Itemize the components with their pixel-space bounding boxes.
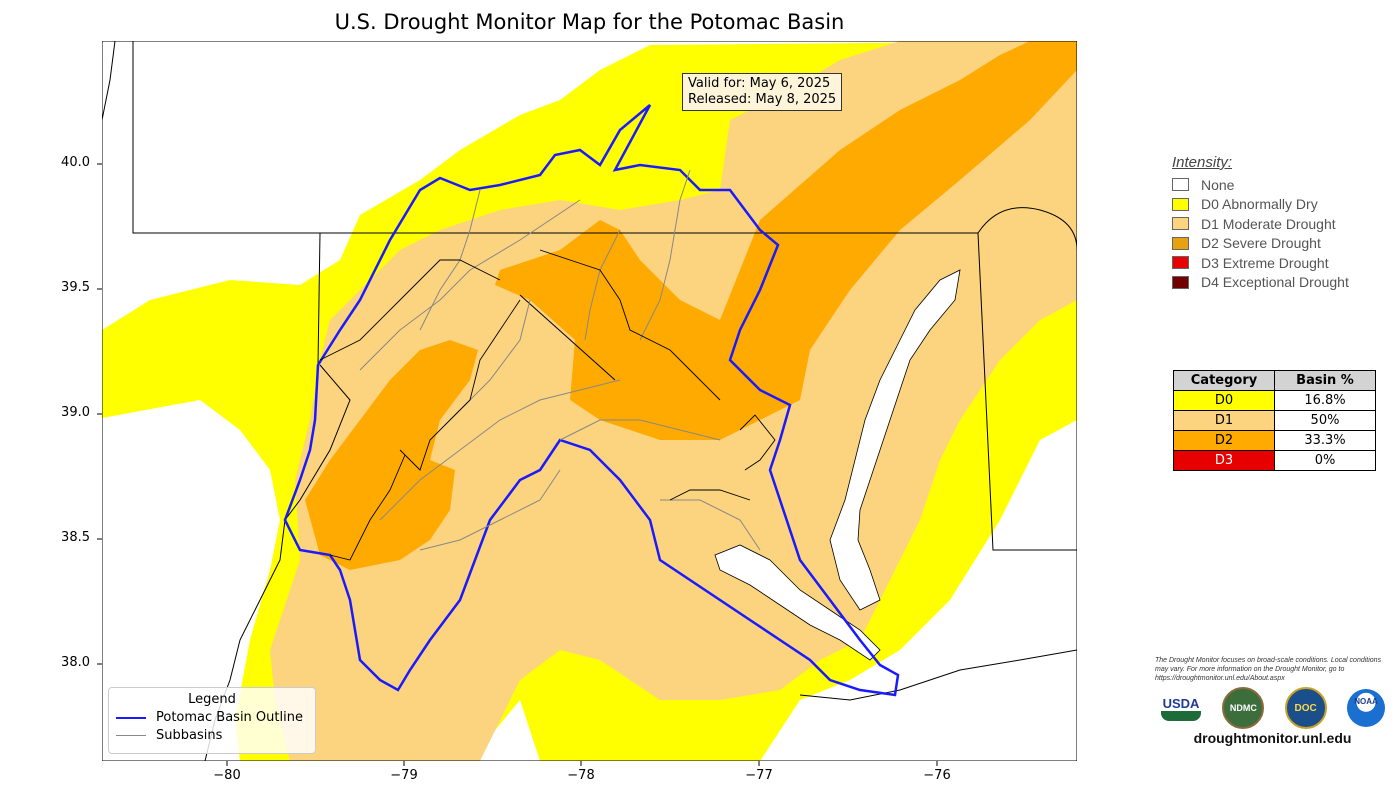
intensity-label: D0 Abnormally Dry [1201,196,1318,213]
category-cell: D3 [1173,450,1275,471]
potomac-estuary-water [714,544,881,661]
d2-region-ne [495,41,1077,440]
intensity-label: D4 Exceptional Drought [1201,274,1349,291]
percent-cell: 50% [1274,410,1376,431]
intensity-label: D1 Moderate Drought [1201,215,1336,232]
state-boundaries [102,41,1077,761]
map-title: U.S. Drought Monitor Map for the Potomac… [334,10,845,34]
legend-label: Potomac Basin Outline [156,710,303,725]
agency-logos: USDA NDMC DOC NOAA [1160,687,1385,729]
x-tick-label: −78 [567,768,595,783]
intensity-legend: Intensity: None D0 Abnormally Dry D1 Mod… [1172,154,1349,292]
table-header-row: Category Basin % [1173,370,1376,391]
x-tick-label: −79 [390,768,418,783]
x-tick-label: −76 [923,768,951,783]
drought-monitor-url: droughtmonitor.unl.edu [1193,730,1352,746]
doc-seal-logo: DOC [1284,687,1327,729]
legend-item-subbasins: Subbasins [116,728,315,743]
intensity-item: D4 Exceptional Drought [1172,273,1349,293]
legend-item-basin: Potomac Basin Outline [116,710,315,725]
swatch-d4 [1172,275,1189,289]
potomac-basin-outline [283,104,900,697]
x-tick-label: −80 [213,768,241,783]
legend-label: Subbasins [156,728,223,743]
axis-ticks [97,163,938,766]
valid-for-text: Valid for: May 6, 2025 [688,76,831,91]
released-text: Released: May 8, 2025 [688,92,837,107]
percent-cell: 33.3% [1274,430,1376,451]
subbasin-line-swatch [116,735,146,736]
column-header: Category [1173,370,1275,391]
table-row: D1 50% [1173,410,1376,431]
intensity-item: D2 Severe Drought [1172,234,1349,254]
basin-line-swatch [116,716,146,719]
swatch-d2 [1172,236,1189,250]
y-tick-label: 40.0 [61,155,90,170]
intensity-title: Intensity: [1172,154,1233,171]
x-tick-label: −77 [745,768,773,783]
y-tick-label: 39.5 [61,280,90,295]
intensity-label: D2 Severe Drought [1201,235,1321,252]
county-lines [319,249,776,561]
ndmc-logo: NDMC [1222,687,1265,729]
d2-region-sw [305,340,478,570]
intensity-item: D3 Extreme Drought [1172,253,1349,273]
intensity-label: D3 Extreme Drought [1201,254,1329,271]
table-row: D0 16.8% [1173,390,1376,411]
category-table: Category Basin % D0 16.8% D1 50% D2 33.3… [1173,370,1376,471]
category-cell: D0 [1173,390,1275,411]
table-row: D2 33.3% [1173,430,1376,451]
swatch-d1 [1172,217,1189,231]
intensity-item: D0 Abnormally Dry [1172,195,1349,215]
table-row: D3 0% [1173,450,1376,471]
intensity-item: None [1172,175,1349,195]
percent-cell: 16.8% [1274,390,1376,411]
subbasins [359,169,761,551]
category-cell: D1 [1173,410,1275,431]
drought-monitor-footnote: The Drought Monitor focuses on broad-sca… [1155,657,1382,682]
y-tick-label: 38.0 [61,655,90,670]
column-header: Basin % [1274,370,1376,391]
noaa-logo: NOAA [1346,689,1385,727]
valid-date-box: Valid for: May 6, 2025 Released: May 8, … [682,73,843,111]
intensity-label: None [1201,176,1235,193]
intensity-item: D1 Moderate Drought [1172,214,1349,234]
swatch-none [1172,178,1189,192]
swatch-d3 [1172,256,1189,270]
swatch-d0 [1172,197,1189,211]
y-tick-label: 38.5 [61,530,90,545]
map-legend: Legend Potomac Basin Outline Subbasins [108,687,316,754]
usda-logo: USDA [1160,693,1202,723]
map-area [102,41,1077,761]
legend-title: Legend [188,692,236,707]
percent-cell: 0% [1274,450,1376,471]
y-tick-label: 39.0 [61,405,90,420]
category-cell: D2 [1173,430,1275,451]
chesapeake-water [829,269,961,611]
